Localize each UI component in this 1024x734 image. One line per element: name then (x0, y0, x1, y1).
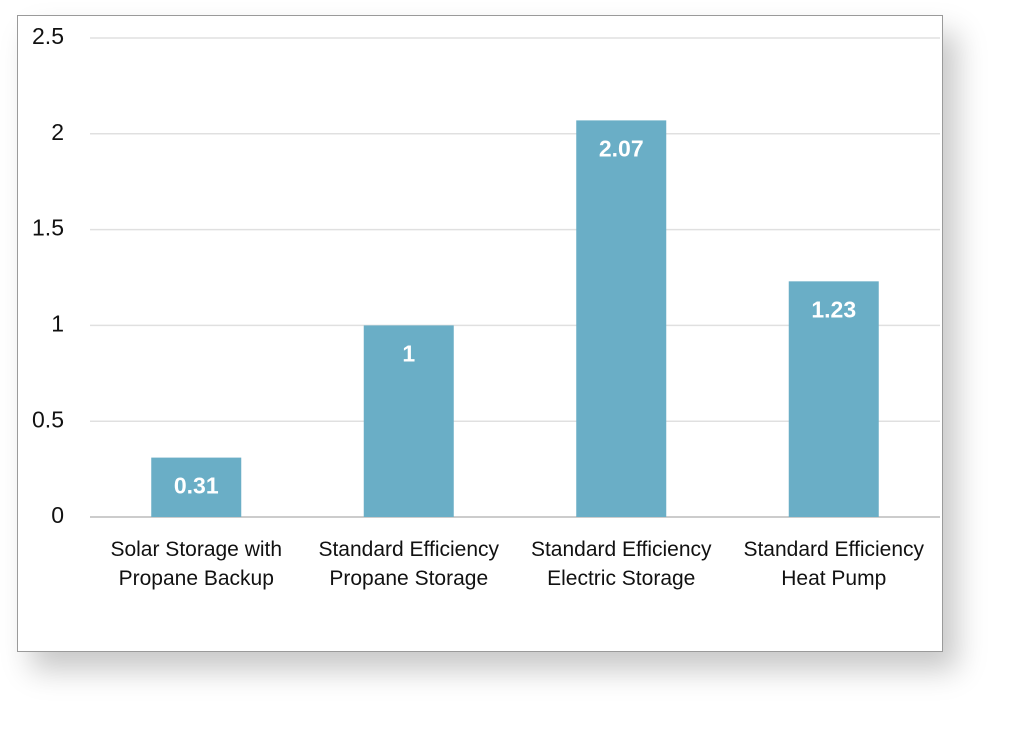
y-tick-label: 2.5 (32, 23, 64, 49)
bar (576, 120, 667, 517)
bar (151, 457, 242, 517)
y-tick-label: 2 (51, 119, 64, 145)
y-tick-label: 0 (51, 502, 64, 528)
chart-frame (17, 15, 943, 652)
value-label: 1.23 (811, 296, 856, 322)
x-tick-label: Standard Efficiency Electric Storage (530, 538, 712, 590)
bar (363, 325, 454, 517)
value-label: 0.31 (174, 473, 219, 499)
value-label: 1 (402, 340, 415, 366)
bar (788, 281, 879, 517)
y-tick-label: 0.5 (32, 406, 64, 432)
x-tick-label: Standard Efficiency Heat Pump (743, 538, 925, 590)
y-tick-label: 1 (51, 310, 64, 336)
value-label: 2.07 (599, 135, 644, 161)
y-tick-label: 1.5 (32, 215, 64, 241)
x-tick-label: Standard Efficiency Propane Storage (318, 538, 500, 590)
x-tick-label: Solar Storage with Propane Backup (110, 538, 283, 590)
